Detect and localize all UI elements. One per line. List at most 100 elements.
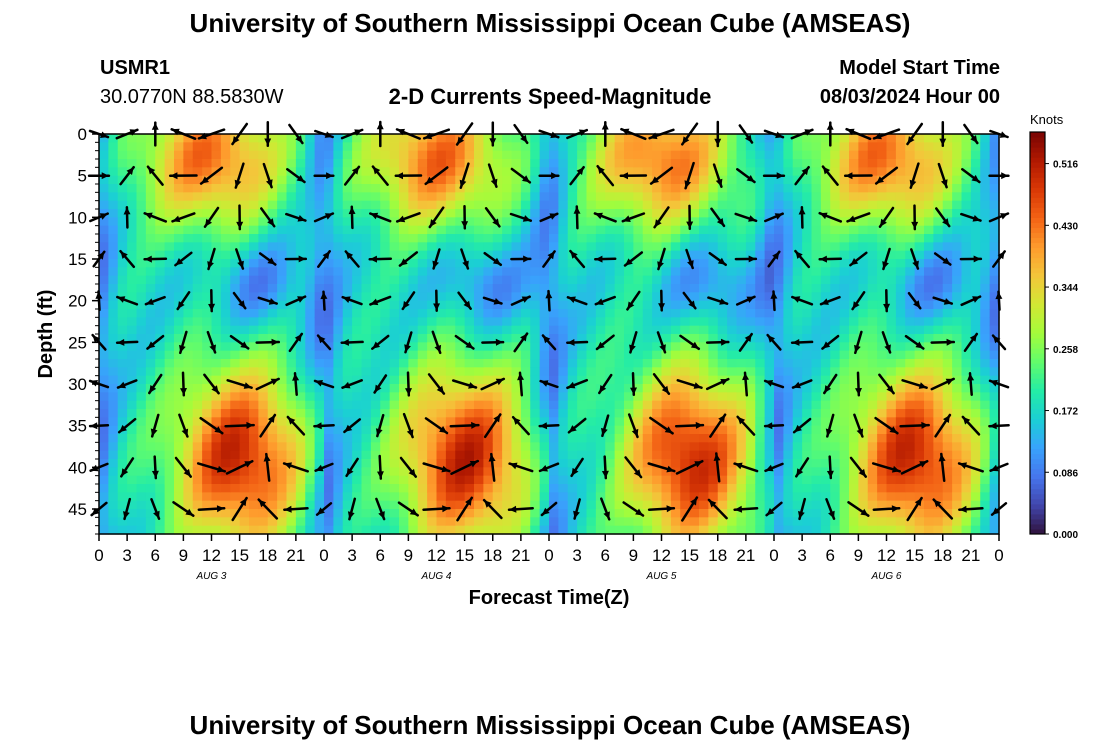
heat-cell	[99, 509, 109, 518]
heat-cell	[792, 300, 803, 310]
heat-cell	[483, 309, 494, 318]
heat-cell	[361, 134, 372, 143]
heat-cell	[230, 217, 241, 227]
heat-cell	[980, 300, 991, 310]
heat-cell	[652, 284, 663, 293]
heat-cell	[474, 275, 484, 285]
heat-cell	[886, 275, 897, 285]
heat-cell	[474, 234, 484, 243]
current-arrow	[259, 413, 277, 438]
heat-cell	[389, 234, 400, 243]
heat-cell	[305, 325, 316, 335]
heat-cell	[839, 492, 850, 502]
heat-cell	[174, 400, 184, 410]
heat-cell	[849, 184, 859, 193]
heat-cell	[211, 150, 222, 160]
heat-cell	[839, 342, 850, 352]
heat-cell	[370, 334, 381, 343]
heat-cell	[492, 267, 503, 277]
heat-cell	[736, 425, 747, 435]
heat-cell	[202, 517, 213, 527]
heat-cell	[802, 342, 813, 352]
heat-cell	[127, 309, 138, 318]
heat-cell	[783, 142, 794, 152]
heat-cell	[174, 475, 184, 485]
heat-cell	[670, 525, 681, 535]
heat-cell	[933, 384, 944, 393]
heat-cell	[530, 500, 541, 510]
heat-cell	[689, 150, 700, 160]
heat-cell	[258, 342, 269, 352]
heat-cell	[230, 250, 241, 260]
heat-cell	[305, 167, 316, 177]
heat-cell	[277, 159, 288, 168]
heat-cell	[605, 192, 616, 202]
heat-cell	[295, 492, 306, 502]
heat-cell	[980, 425, 991, 435]
arrow-head	[406, 429, 414, 438]
heat-cell	[736, 225, 747, 235]
heat-cell	[464, 417, 475, 427]
heat-cell	[474, 525, 484, 535]
heat-cell	[108, 334, 119, 343]
heat-cell	[811, 500, 822, 510]
heat-cell	[727, 217, 738, 227]
heat-cell	[942, 317, 953, 327]
heat-cell	[117, 450, 128, 460]
heat-cell	[342, 492, 353, 502]
heat-cell	[305, 392, 316, 402]
heat-cell	[577, 309, 588, 318]
heat-cell	[267, 425, 278, 435]
heat-cell	[624, 509, 634, 518]
heat-cell	[202, 392, 213, 402]
heat-cell	[314, 192, 325, 202]
heat-cell	[549, 367, 559, 377]
heat-cell	[108, 159, 119, 168]
heat-cell	[886, 184, 897, 193]
heat-cell	[164, 325, 175, 335]
current-arrow	[344, 250, 360, 268]
heat-cell	[286, 409, 297, 418]
heat-cell	[877, 500, 888, 510]
heat-cell	[820, 375, 831, 385]
heat-cell	[642, 442, 653, 452]
heat-cell	[305, 200, 316, 210]
heat-cell	[352, 409, 363, 418]
heat-cell	[624, 525, 634, 535]
heat-cell	[417, 475, 428, 485]
heat-cell	[905, 359, 916, 368]
heat-cell	[380, 325, 391, 335]
heat-cell	[549, 134, 559, 143]
heat-cell	[792, 167, 803, 177]
heat-cell	[220, 350, 231, 360]
heat-cell	[624, 342, 634, 352]
heat-cell	[492, 484, 503, 493]
heat-cell	[905, 209, 916, 218]
current-arrow	[151, 455, 159, 480]
heat-cell	[220, 275, 231, 285]
heat-cell	[295, 459, 306, 468]
current-arrow	[226, 379, 253, 389]
heat-cell	[905, 309, 916, 318]
heat-cell	[914, 192, 925, 202]
heat-cell	[380, 434, 391, 443]
heat-cell	[464, 425, 475, 435]
heat-cell	[567, 350, 578, 360]
heat-cell	[858, 409, 869, 418]
heat-cell	[849, 525, 859, 535]
heat-cell	[830, 350, 841, 360]
heat-cell	[858, 342, 869, 352]
heat-cell	[764, 442, 775, 452]
heat-cell	[202, 250, 213, 260]
heat-cell	[652, 200, 663, 210]
heat-cell	[511, 409, 522, 418]
heat-cell	[605, 475, 616, 485]
arrow-head	[292, 373, 300, 381]
heat-cell	[211, 417, 222, 427]
heat-cell	[933, 200, 944, 210]
heat-cell	[258, 384, 269, 393]
heat-cell	[445, 434, 456, 443]
heat-cell	[586, 175, 597, 185]
heat-cell	[267, 442, 278, 452]
heat-cell	[774, 142, 784, 152]
